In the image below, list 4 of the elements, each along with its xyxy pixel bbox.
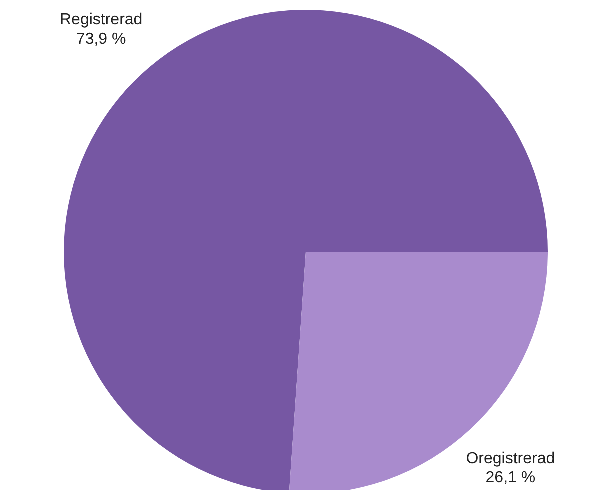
data-label: 73,9 % [76, 30, 126, 48]
slice-label: Oregistrerad [466, 450, 556, 468]
data-label: 26,1 % [486, 470, 536, 487]
slice-label: Registrerad [60, 12, 143, 29]
